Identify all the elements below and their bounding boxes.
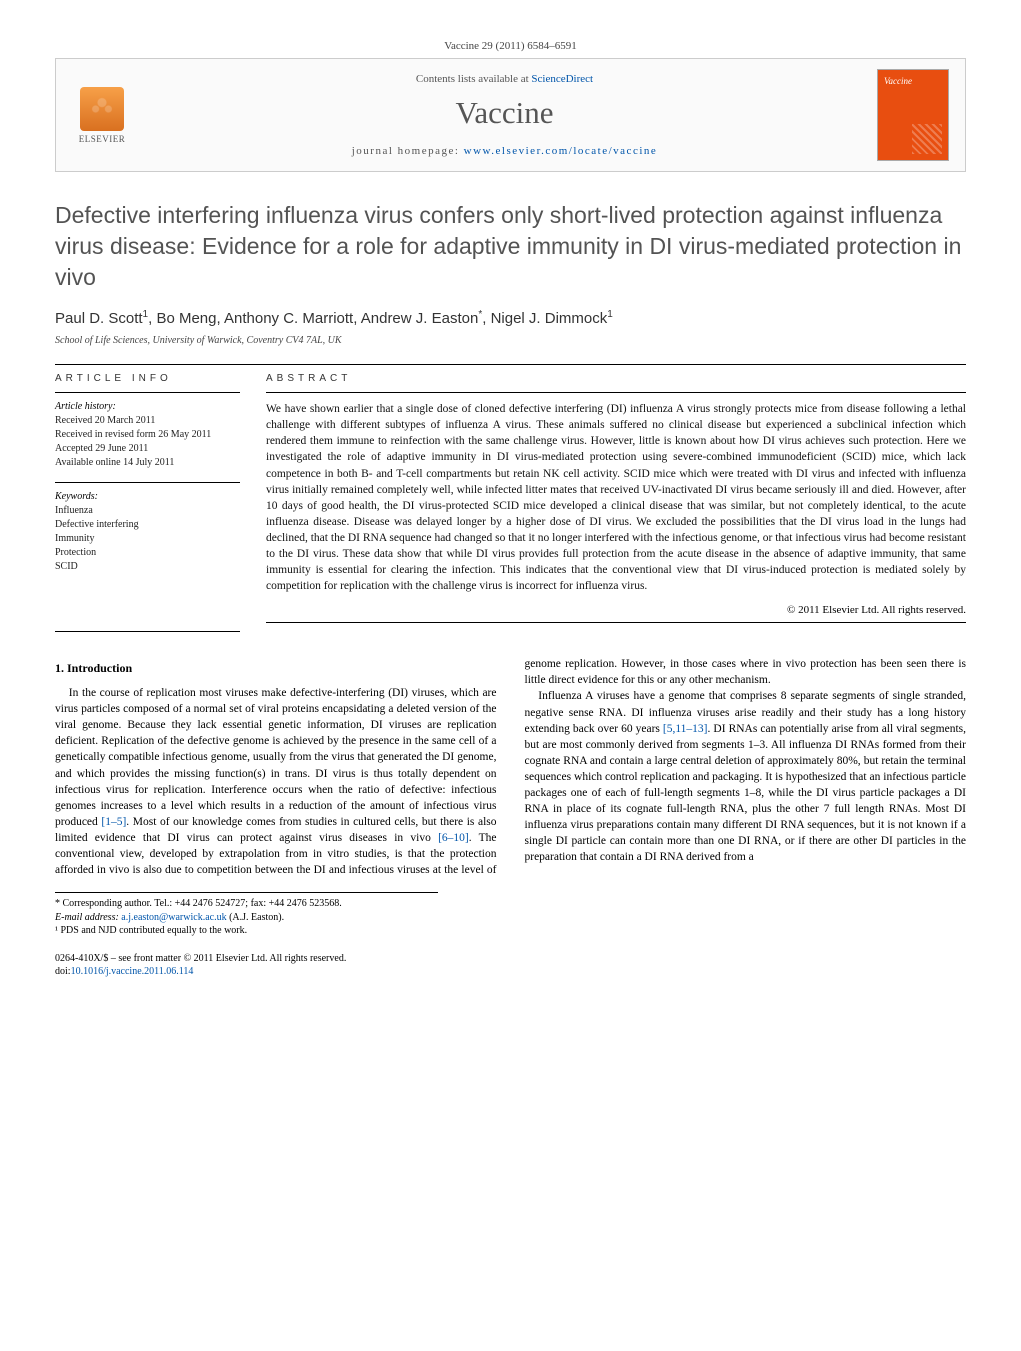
- citation-link[interactable]: [6–10]: [438, 832, 469, 844]
- received-line: Received 20 March 2011: [55, 414, 240, 428]
- citation-link[interactable]: [5,11–13]: [663, 723, 708, 735]
- email-link[interactable]: a.j.easton@warwick.ac.uk: [121, 912, 226, 923]
- keyword: SCID: [55, 560, 240, 574]
- revised-line: Received in revised form 26 May 2011: [55, 428, 240, 442]
- elsevier-tree-icon: [80, 87, 124, 131]
- author-mark: 1: [143, 309, 149, 320]
- doi-link[interactable]: 10.1016/j.vaccine.2011.06.114: [71, 966, 194, 977]
- rule: [266, 392, 966, 393]
- section-heading: 1. Introduction: [55, 660, 497, 677]
- author: Nigel J. Dimmock: [491, 310, 608, 327]
- body-para: Influenza A viruses have a genome that c…: [525, 688, 967, 865]
- accepted-line: Accepted 29 June 2011: [55, 442, 240, 456]
- author: Paul D. Scott: [55, 310, 143, 327]
- page-footer: 0264-410X/$ – see front matter © 2011 El…: [55, 952, 966, 979]
- author: Andrew J. Easton: [361, 310, 479, 327]
- affiliation: School of Life Sciences, University of W…: [55, 335, 966, 346]
- citation-link[interactable]: [1–5]: [101, 816, 126, 828]
- rule: [55, 364, 966, 365]
- journal-cover-thumb: Vaccine: [877, 69, 949, 161]
- online-line: Available online 14 July 2011: [55, 456, 240, 470]
- contribution-note: ¹ PDS and NJD contributed equally to the…: [55, 924, 438, 938]
- corresponding-author-note: * Corresponding author. Tel.: +44 2476 5…: [55, 897, 438, 911]
- homepage-line: journal homepage: www.elsevier.com/locat…: [132, 145, 877, 157]
- author-mark: *: [478, 309, 482, 320]
- keyword: Influenza: [55, 504, 240, 518]
- rule: [266, 622, 966, 623]
- authors-line: Paul D. Scott1, Bo Meng, Anthony C. Marr…: [55, 309, 966, 327]
- elsevier-logo: ELSEVIER: [72, 80, 132, 150]
- keyword: Protection: [55, 546, 240, 560]
- contents-line: Contents lists available at ScienceDirec…: [132, 73, 877, 85]
- article-info-heading: ARTICLE INFO: [55, 373, 240, 384]
- journal-header-bar: ELSEVIER Contents lists available at Sci…: [55, 58, 966, 172]
- header-center: Contents lists available at ScienceDirec…: [132, 73, 877, 157]
- sciencedirect-link[interactable]: ScienceDirect: [531, 73, 593, 85]
- info-abstract-row: ARTICLE INFO Article history: Received 2…: [55, 373, 966, 631]
- elsevier-label: ELSEVIER: [79, 134, 126, 144]
- author: Anthony C. Marriott: [224, 310, 353, 327]
- journal-homepage-link[interactable]: www.elsevier.com/locate/vaccine: [464, 145, 658, 157]
- rule: [55, 482, 240, 483]
- abstract-column: ABSTRACT We have shown earlier that a si…: [266, 373, 966, 631]
- keyword: Defective interfering: [55, 518, 240, 532]
- abstract-copyright: © 2011 Elsevier Ltd. All rights reserved…: [266, 604, 966, 616]
- front-matter-line: 0264-410X/$ – see front matter © 2011 El…: [55, 952, 966, 966]
- article-info: ARTICLE INFO Article history: Received 2…: [55, 373, 240, 631]
- running-head: Vaccine 29 (2011) 6584–6591: [55, 40, 966, 52]
- author-mark: 1: [607, 309, 613, 320]
- cover-label: Vaccine: [884, 76, 912, 86]
- article-title: Defective interfering influenza virus co…: [55, 200, 966, 293]
- footnotes: * Corresponding author. Tel.: +44 2476 5…: [55, 892, 438, 938]
- rule: [55, 631, 240, 632]
- doi-line: doi:10.1016/j.vaccine.2011.06.114: [55, 965, 966, 979]
- keywords-label: Keywords:: [55, 491, 240, 502]
- abstract-text: We have shown earlier that a single dose…: [266, 401, 966, 594]
- abstract-heading: ABSTRACT: [266, 373, 966, 384]
- body-columns: 1. Introduction In the course of replica…: [55, 656, 966, 878]
- citation: Vaccine 29 (2011) 6584–6591: [444, 40, 576, 52]
- history-label: Article history:: [55, 401, 240, 412]
- journal-name: Vaccine: [132, 95, 877, 131]
- rule: [55, 392, 240, 393]
- email-line: E-mail address: a.j.easton@warwick.ac.uk…: [55, 911, 438, 925]
- author: Bo Meng: [156, 310, 216, 327]
- keyword: Immunity: [55, 532, 240, 546]
